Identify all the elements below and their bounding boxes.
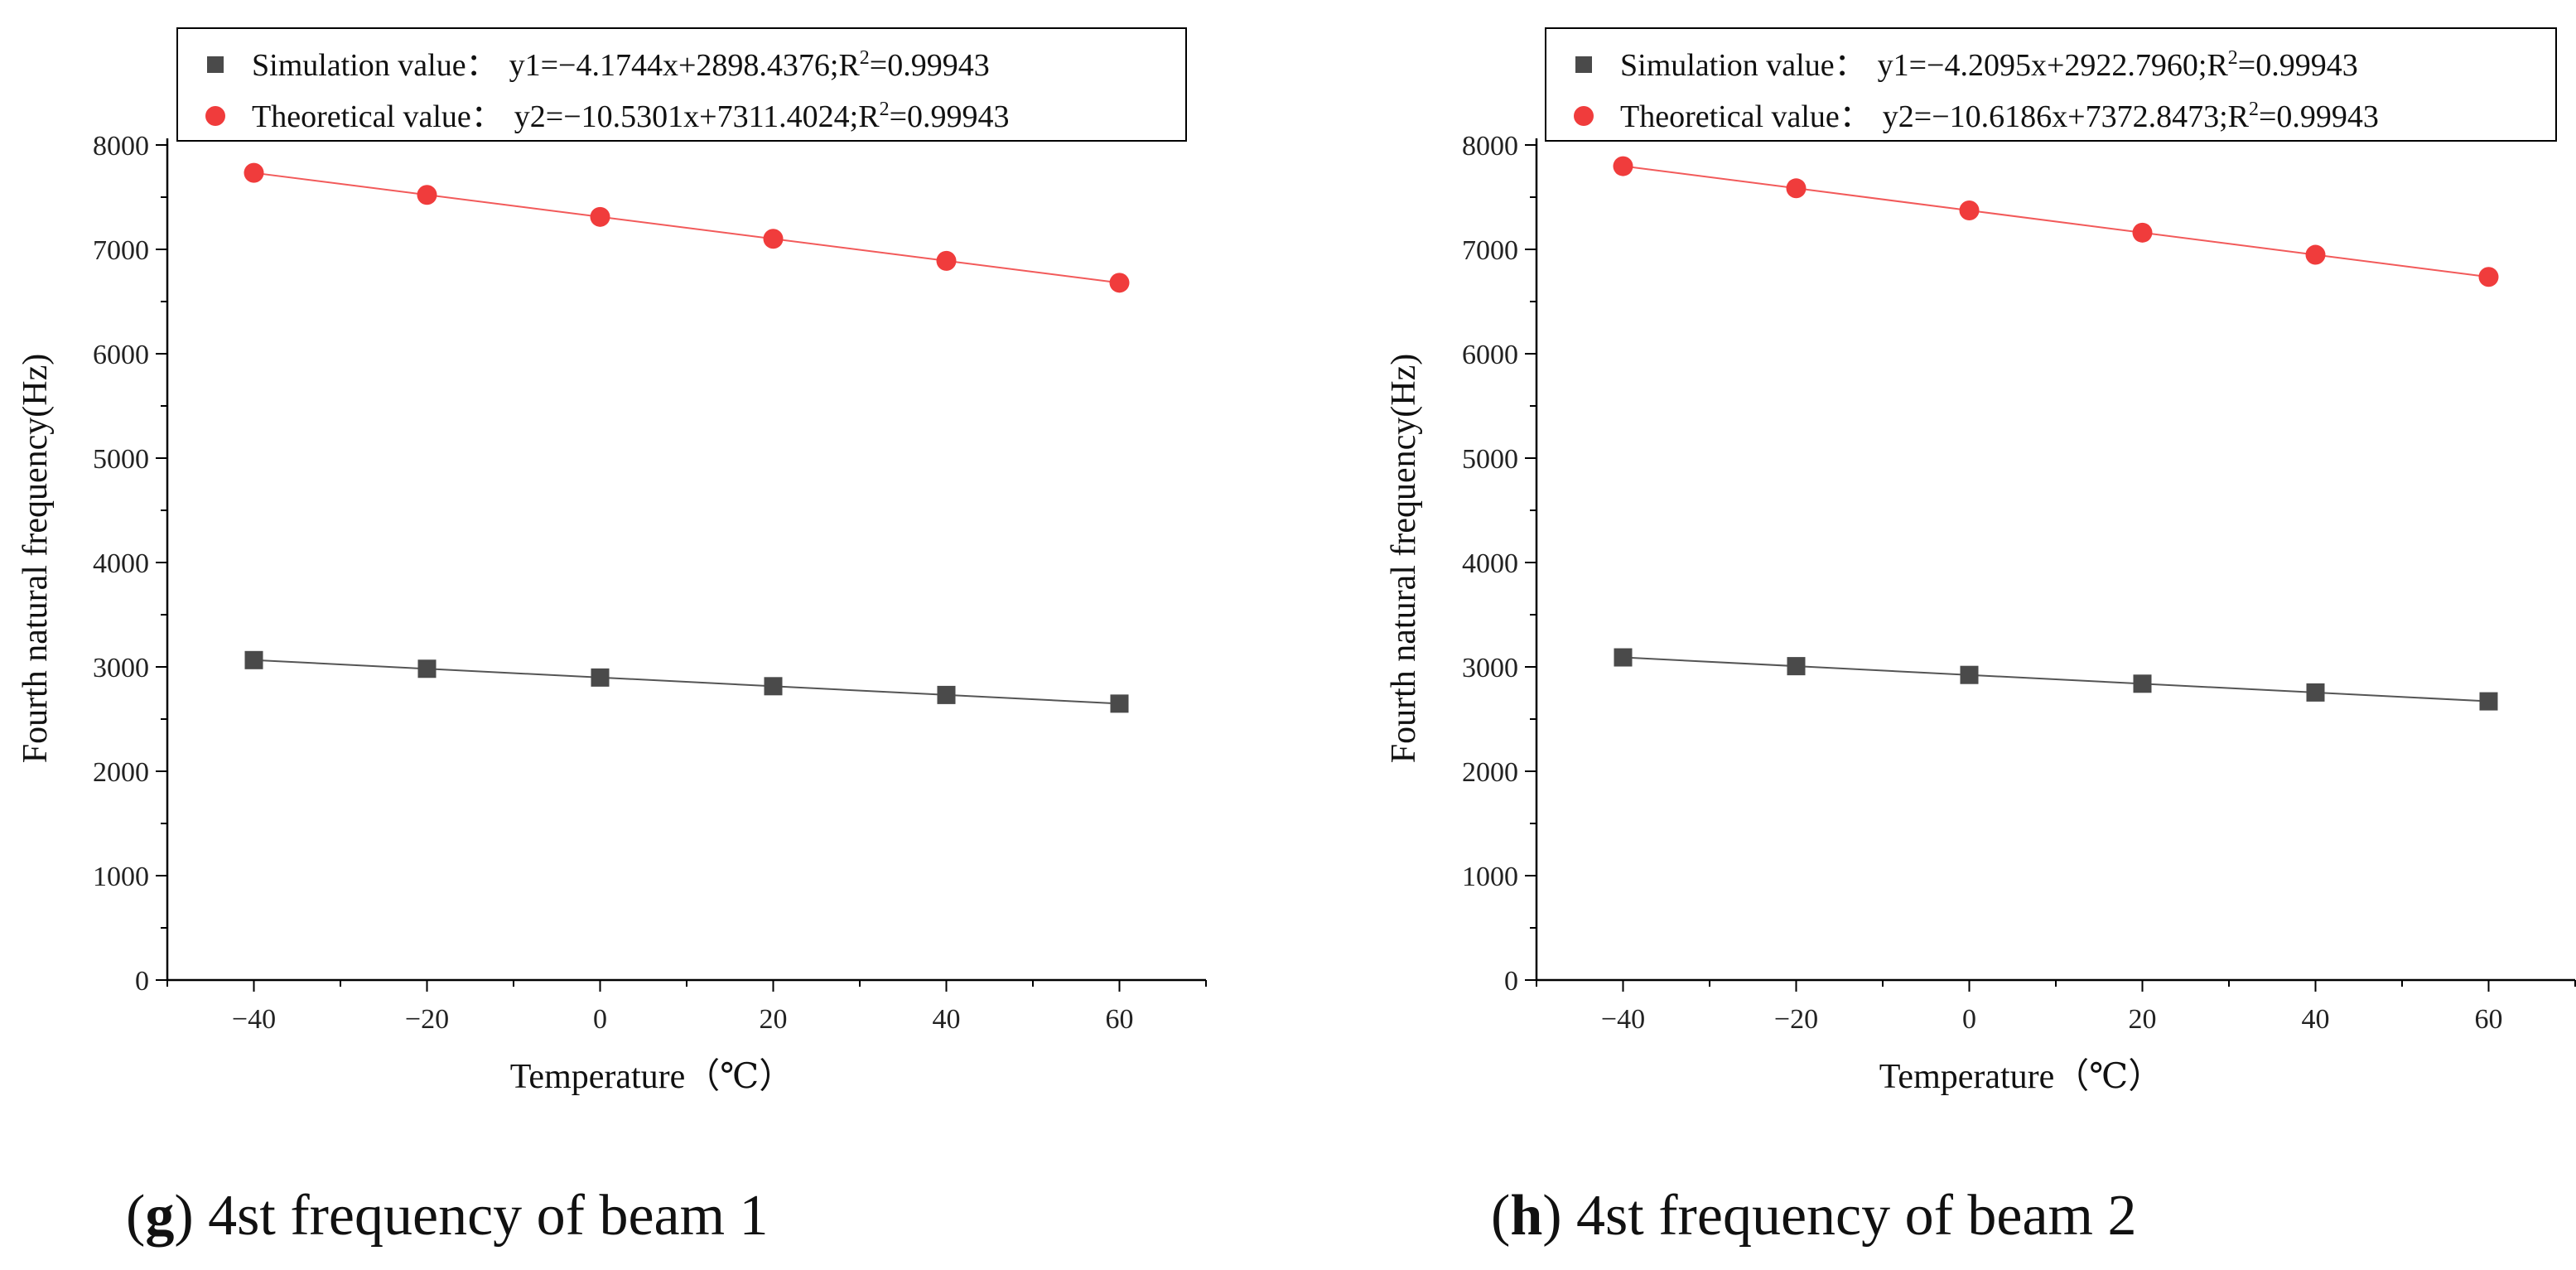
simulation-point xyxy=(244,650,263,669)
x-axis-label: Temperature（℃） xyxy=(510,1058,794,1096)
caption-text: ) 4st frequency of beam 2 xyxy=(1542,1184,2136,1248)
y-tick-label: 4000 xyxy=(93,548,149,579)
simulation-point xyxy=(1787,657,1806,676)
legend-marker-theoretical xyxy=(205,106,225,126)
legend-entry: Theoretical value： y2=−10.6186x+7372.8473… xyxy=(1620,99,2379,134)
legend-entry: Theoretical value： y2=−10.5301x+7311.4024… xyxy=(252,99,1010,134)
legend-box xyxy=(1545,27,2557,142)
legend-series-name: Theoretical value： xyxy=(1620,99,1871,134)
x-tick-label: 60 xyxy=(2475,1004,2503,1035)
simulation-point xyxy=(2306,683,2325,702)
simulation-point xyxy=(1614,648,1633,667)
y-axis-label: Fourth natural frequency(Hz) xyxy=(1385,354,1423,763)
theoretical-point xyxy=(1613,156,1633,176)
y-tick-label: 8000 xyxy=(1462,131,1518,162)
fit-line-theoretical xyxy=(1623,165,2489,278)
x-axis-label: Temperature（℃） xyxy=(1879,1058,2164,1096)
legend-r2-exponent: 2 xyxy=(860,47,870,69)
x-tick-label: 20 xyxy=(2129,1004,2157,1035)
simulation-point xyxy=(1960,665,1979,684)
legend-marker-simulation xyxy=(207,56,224,73)
legend-r2-value: =0.99943 xyxy=(2259,99,2379,134)
legend-equation: y1=−4.2095x+2922.7960;R xyxy=(1878,48,2229,83)
figure-caption: (g) 4st frequency of beam 1 xyxy=(126,1184,769,1248)
caption-open-paren: ( xyxy=(1491,1184,1510,1248)
chart-panel-g: 0 1000 2000 3000 4000 5000 6000 7000 8000 −40 −20 0… xyxy=(17,27,1207,1248)
y-tick-label: 7000 xyxy=(1462,235,1518,266)
theoretical-point xyxy=(1786,178,1807,199)
y-tick-label: 3000 xyxy=(93,653,149,683)
legend-r2-exponent: 2 xyxy=(2249,99,2259,120)
x-tick-label: 20 xyxy=(760,1004,788,1035)
theoretical-point xyxy=(417,185,437,205)
caption-letter: g xyxy=(145,1184,174,1248)
x-tick-label: −40 xyxy=(232,1004,276,1035)
caption-letter: h xyxy=(1510,1184,1542,1248)
y-tick-label: 1000 xyxy=(93,862,149,892)
y-tick-label: 3000 xyxy=(1462,653,1518,683)
x-tick-label: 60 xyxy=(1106,1004,1134,1035)
caption-open-paren: ( xyxy=(126,1184,145,1248)
y-tick-label: 2000 xyxy=(1462,757,1518,788)
y-tick-label: 0 xyxy=(135,966,149,997)
x-tick-label: 40 xyxy=(933,1004,961,1035)
legend-marker-simulation xyxy=(1575,56,1592,73)
caption-text: ) 4st frequency of beam 1 xyxy=(174,1184,768,1248)
simulation-point xyxy=(764,677,783,696)
y-tick-label: 4000 xyxy=(1462,548,1518,579)
simulation-point xyxy=(2133,674,2152,693)
theoretical-point xyxy=(1959,200,1980,221)
x-tick-label: 40 xyxy=(2302,1004,2330,1035)
legend-entry: Simulation value： y1=−4.2095x+2922.7960;R… xyxy=(1620,47,2358,83)
theoretical-point xyxy=(763,229,784,249)
legend-series-name: Simulation value： xyxy=(252,48,498,83)
legend-equation: y1=−4.1744x+2898.4376;R xyxy=(509,48,861,83)
theoretical-point xyxy=(2132,222,2153,243)
theoretical-point xyxy=(244,162,264,183)
legend-series-name: Theoretical value： xyxy=(252,99,503,134)
theoretical-point xyxy=(1109,273,1130,293)
y-tick-label: 7000 xyxy=(93,235,149,266)
fit-line-simulation xyxy=(1623,656,2489,703)
x-tick-label: 0 xyxy=(1962,1004,1976,1035)
legend-r2-exponent: 2 xyxy=(2228,47,2238,69)
simulation-point xyxy=(417,659,437,678)
y-tick-label: 5000 xyxy=(1462,444,1518,475)
theoretical-point xyxy=(2478,267,2499,287)
y-tick-label: 8000 xyxy=(93,131,149,162)
legend-series-name: Simulation value： xyxy=(1620,48,1866,83)
legend-r2-value: =0.99943 xyxy=(2238,48,2358,83)
figure-caption: (h) 4st frequency of beam 2 xyxy=(1491,1184,2136,1248)
x-tick-label: −20 xyxy=(405,1004,449,1035)
fit-line-simulation xyxy=(253,659,1120,705)
y-tick-label: 6000 xyxy=(93,340,149,370)
legend-marker-theoretical xyxy=(1574,106,1594,126)
theoretical-point xyxy=(2305,244,2326,265)
y-tick-label: 2000 xyxy=(93,757,149,788)
fit-line-theoretical xyxy=(253,171,1120,284)
y-axis-label: Fourth natural frequency(Hz) xyxy=(17,354,55,763)
legend-box xyxy=(176,27,1187,142)
simulation-point xyxy=(591,668,610,687)
legend-r2-value: =0.99943 xyxy=(870,48,990,83)
y-tick-label: 6000 xyxy=(1462,340,1518,370)
y-tick-label: 5000 xyxy=(93,444,149,475)
x-tick-label: −20 xyxy=(1774,1004,1818,1035)
chart-panel-h: 0 1000 2000 3000 4000 5000 6000 7000 8000 −40 −20 0… xyxy=(1385,27,2576,1248)
legend-entry: Simulation value： y1=−4.1744x+2898.4376;R… xyxy=(252,47,990,83)
legend-equation: y2=−10.5301x+7311.4024;R xyxy=(514,99,880,134)
simulation-point xyxy=(1110,694,1129,713)
x-tick-label: 0 xyxy=(593,1004,607,1035)
simulation-point xyxy=(2479,692,2498,711)
simulation-point xyxy=(937,685,956,704)
legend-r2-value: =0.99943 xyxy=(890,99,1010,134)
legend-r2-exponent: 2 xyxy=(880,99,890,120)
legend-equation: y2=−10.6186x+7372.8473;R xyxy=(1883,99,2250,134)
y-tick-label: 1000 xyxy=(1462,862,1518,892)
theoretical-point xyxy=(936,250,957,271)
theoretical-point xyxy=(590,206,610,227)
x-tick-label: −40 xyxy=(1601,1004,1645,1035)
y-tick-label: 0 xyxy=(1504,966,1518,997)
